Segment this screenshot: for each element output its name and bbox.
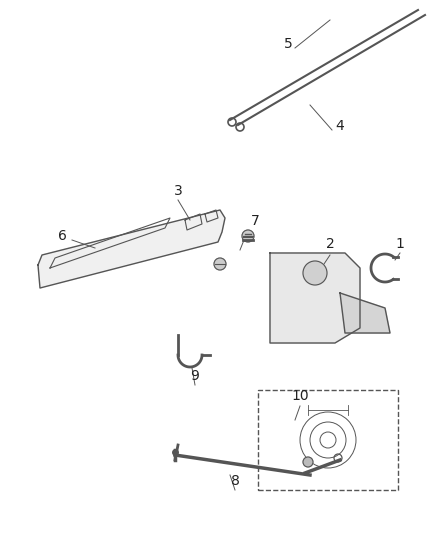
Circle shape <box>303 261 327 285</box>
Text: 10: 10 <box>291 389 309 403</box>
Text: 8: 8 <box>230 474 240 488</box>
Text: 5: 5 <box>284 37 293 51</box>
Text: 1: 1 <box>396 237 404 251</box>
Text: 6: 6 <box>57 229 67 243</box>
Circle shape <box>242 230 254 242</box>
Text: 3: 3 <box>173 184 182 198</box>
Circle shape <box>214 258 226 270</box>
Bar <box>258 390 398 490</box>
Text: 4: 4 <box>336 119 344 133</box>
Text: 9: 9 <box>191 369 199 383</box>
Polygon shape <box>270 253 360 343</box>
Text: 7: 7 <box>251 214 259 228</box>
Polygon shape <box>38 210 225 288</box>
Text: 2: 2 <box>325 237 334 251</box>
Polygon shape <box>340 293 390 333</box>
Circle shape <box>303 457 313 467</box>
